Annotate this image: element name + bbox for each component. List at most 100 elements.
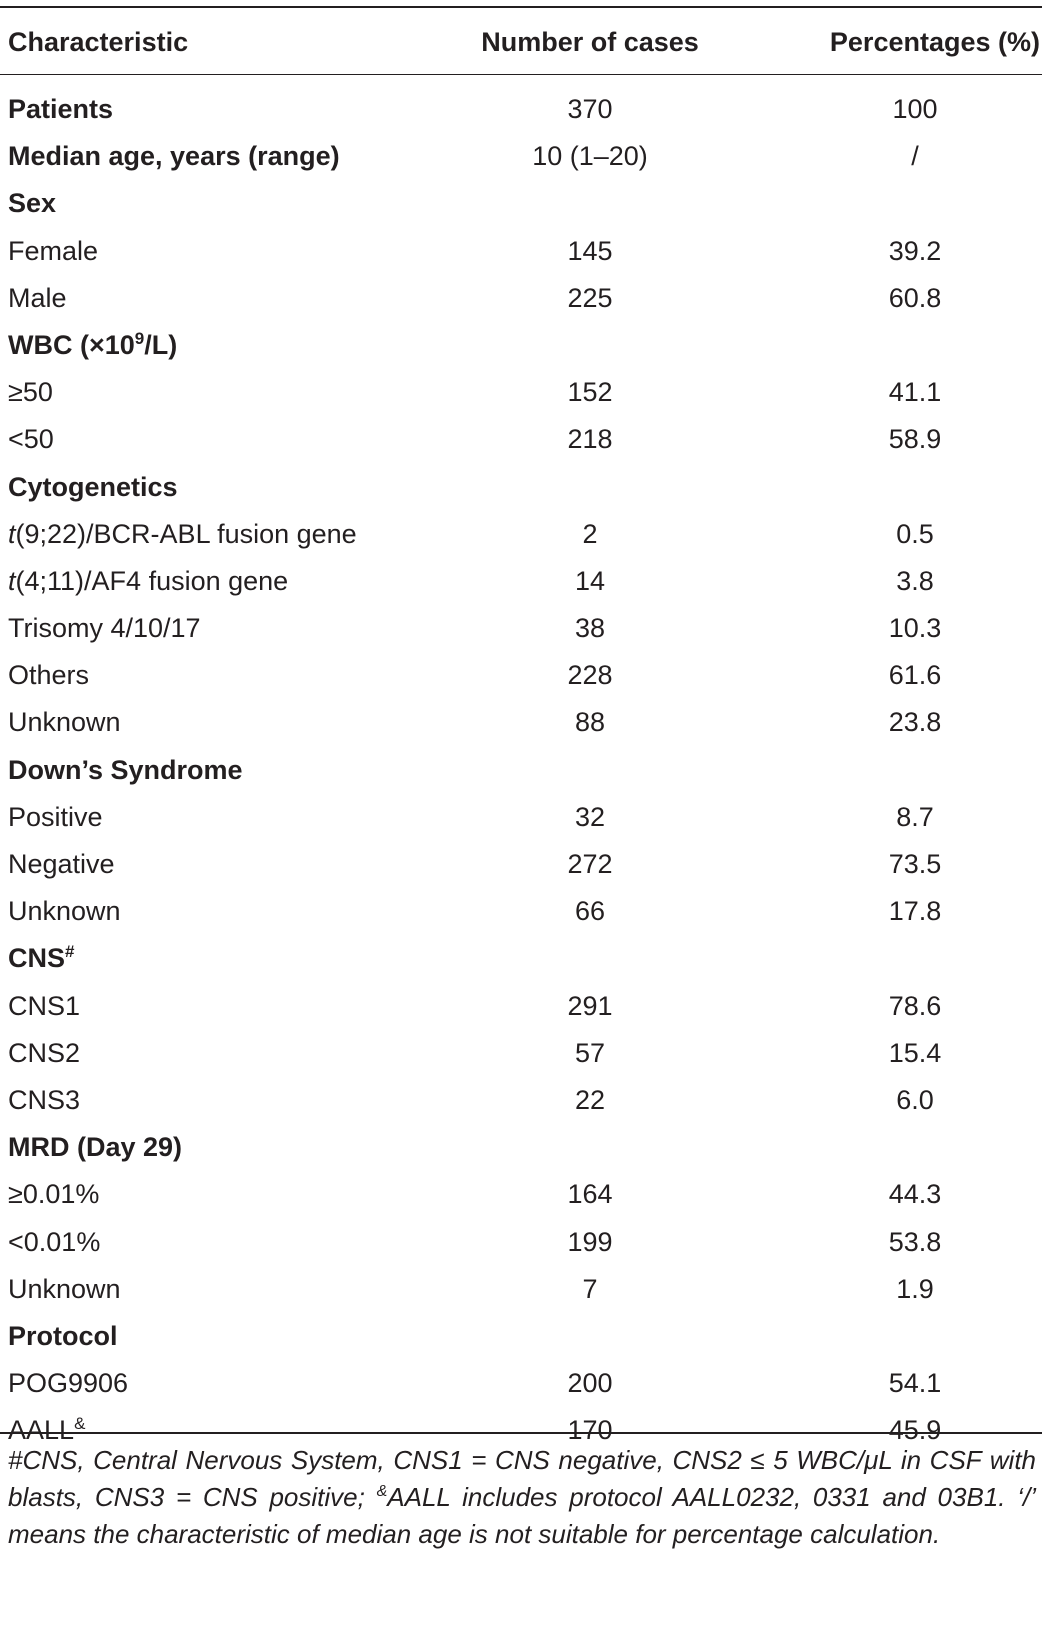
cell-characteristic: t(9;22)/BCR-ABL fusion gene <box>8 511 357 558</box>
cell-number-of-cases: 2 <box>582 518 598 549</box>
table-row: <0.01% 199 53.8 <box>0 1219 1042 1266</box>
cell-characteristic: Positive <box>8 794 103 841</box>
table-group-row: Cytogenetics <box>0 464 1042 511</box>
cell-number-of-cases: 88 <box>574 707 606 738</box>
table-group-row: Protocol <box>0 1313 1042 1360</box>
cell-number-of-cases: 164 <box>567 1179 613 1210</box>
cell-characteristic-text: Unknown <box>8 1273 121 1304</box>
table-row: Unknown 66 17.8 <box>0 888 1042 935</box>
cell-characteristic: Male <box>8 275 67 322</box>
table-group-row: CNS# <box>0 935 1042 982</box>
table-row: POG9906 200 54.1 <box>0 1360 1042 1407</box>
cell-number-of-cases: 170 <box>567 1415 613 1446</box>
cell-number-of-cases: 32 <box>574 801 606 832</box>
table-row: t(4;11)/AF4 fusion gene 14 3.8 <box>0 558 1042 605</box>
footnote-superscript: & <box>376 1483 388 1500</box>
table-row: CNS3 22 6.0 <box>0 1077 1042 1124</box>
cell-percentage: 78.6 <box>888 990 942 1021</box>
cell-number-of-cases: 38 <box>574 613 606 644</box>
table-row: Negative 272 73.5 <box>0 841 1042 888</box>
cell-characteristic-text: CNS2 <box>8 1037 81 1068</box>
table-row: AALL& 170 45.9 <box>0 1407 1042 1454</box>
cell-characteristic: Female <box>8 228 98 275</box>
cell-percentage: 3.8 <box>896 565 934 596</box>
cell-characteristic-text: Down’s Syndrome <box>8 754 243 785</box>
cell-percentage: 6.0 <box>896 1084 934 1115</box>
cell-number-of-cases: 57 <box>574 1037 606 1068</box>
cell-percentage: 17.8 <box>888 896 942 927</box>
cell-number-of-cases: 22 <box>574 1084 606 1115</box>
cell-characteristic: Others <box>8 652 89 699</box>
cell-percentage: 0.5 <box>896 518 934 549</box>
table-row: Unknown 88 23.8 <box>0 699 1042 746</box>
cell-percentage: 8.7 <box>896 801 934 832</box>
cell-number-of-cases: 291 <box>567 990 613 1021</box>
cell-percentage: 60.8 <box>888 282 942 313</box>
table-group-row: Down’s Syndrome <box>0 747 1042 794</box>
cell-number-of-cases: 225 <box>567 282 613 313</box>
cell-percentage: 15.4 <box>888 1037 942 1068</box>
cell-number-of-cases: 272 <box>567 849 613 879</box>
cell-number-of-cases: 7 <box>582 1273 598 1304</box>
table-header-row: Characteristic Number of cases Percentag… <box>0 20 1042 64</box>
table-row: Positive 32 8.7 <box>0 794 1042 841</box>
cell-characteristic-italic: t <box>8 565 16 596</box>
cell-characteristic-superscript: 9 <box>134 328 145 348</box>
table-row: ≥50 152 41.1 <box>0 369 1042 416</box>
table-row: CNS2 57 15.4 <box>0 1030 1042 1077</box>
cell-number-of-cases: 370 <box>567 94 613 124</box>
table-group-row: MRD (Day 29) <box>0 1124 1042 1171</box>
table-header-rule <box>0 74 1042 75</box>
cell-percentage: 54.1 <box>888 1368 942 1399</box>
cell-percentage: / <box>911 141 919 172</box>
table-row: CNS1 291 78.6 <box>0 983 1042 1030</box>
header-percentages: Percentages (%) <box>829 27 1040 57</box>
cell-percentage: 73.5 <box>888 849 942 879</box>
cell-number-of-cases: 228 <box>567 660 613 691</box>
cell-characteristic: Unknown <box>8 888 121 935</box>
cell-characteristic: CNS1 <box>8 983 80 1030</box>
cell-characteristic: CNS# <box>8 935 74 982</box>
cell-characteristic-text: CNS3 <box>8 1084 81 1115</box>
cell-characteristic-text: Unknown <box>8 707 121 738</box>
cell-characteristic: Sex <box>8 180 56 227</box>
cell-characteristic-text: Patients <box>8 94 114 124</box>
cell-number-of-cases: 218 <box>567 424 613 455</box>
cell-characteristic-text-suffix: (9;22)/BCR-ABL fusion gene <box>15 518 357 549</box>
table-group-row: WBC (×109/L) <box>0 322 1042 369</box>
cell-percentage: 58.9 <box>888 424 942 455</box>
cell-characteristic: Negative <box>8 841 115 888</box>
cell-characteristic: Cytogenetics <box>8 464 178 511</box>
cell-characteristic: POG9906 <box>8 1360 128 1407</box>
table-row: t(9;22)/BCR-ABL fusion gene 2 0.5 <box>0 511 1042 558</box>
cell-characteristic-text: POG9906 <box>8 1368 129 1399</box>
table-row: Patients 370 100 <box>0 86 1042 133</box>
cell-characteristic: Median age, years (range) <box>8 133 340 180</box>
table-row: Median age, years (range) 10 (1–20) / <box>0 133 1042 180</box>
cell-characteristic-text: AALL <box>8 1415 75 1446</box>
cell-characteristic-text: CNS1 <box>8 990 81 1021</box>
cell-number-of-cases: 66 <box>574 896 606 927</box>
cell-characteristic-text: <0.01% <box>8 1226 101 1257</box>
cell-percentage: 45.9 <box>888 1415 942 1446</box>
table-row: Male 225 60.8 <box>0 275 1042 322</box>
cell-characteristic-text: <50 <box>8 424 54 455</box>
cell-percentage: 53.8 <box>888 1226 942 1257</box>
cell-number-of-cases: 145 <box>567 235 613 266</box>
cell-percentage: 61.6 <box>888 660 942 691</box>
cell-characteristic: Down’s Syndrome <box>8 747 243 794</box>
cell-characteristic: t(4;11)/AF4 fusion gene <box>8 558 288 605</box>
footnote-text-part1: #CNS, Central Nervous System, CNS1 = CNS… <box>8 1445 1036 1512</box>
cell-characteristic: Trisomy 4/10/17 <box>8 605 201 652</box>
table-row: ≥0.01% 164 44.3 <box>0 1171 1042 1218</box>
cell-number-of-cases: 14 <box>574 565 606 596</box>
cell-number-of-cases: 200 <box>567 1368 613 1399</box>
cell-number-of-cases: 199 <box>567 1226 613 1257</box>
cell-characteristic-text: ≥0.01% <box>8 1179 100 1210</box>
table-row: Female 145 39.2 <box>0 228 1042 275</box>
cell-characteristic: Protocol <box>8 1313 118 1360</box>
cell-characteristic-italic: t <box>8 518 16 549</box>
table-row: <50 218 58.9 <box>0 416 1042 463</box>
cell-percentage: 44.3 <box>888 1179 942 1210</box>
cell-characteristic-text: Cytogenetics <box>8 471 178 502</box>
